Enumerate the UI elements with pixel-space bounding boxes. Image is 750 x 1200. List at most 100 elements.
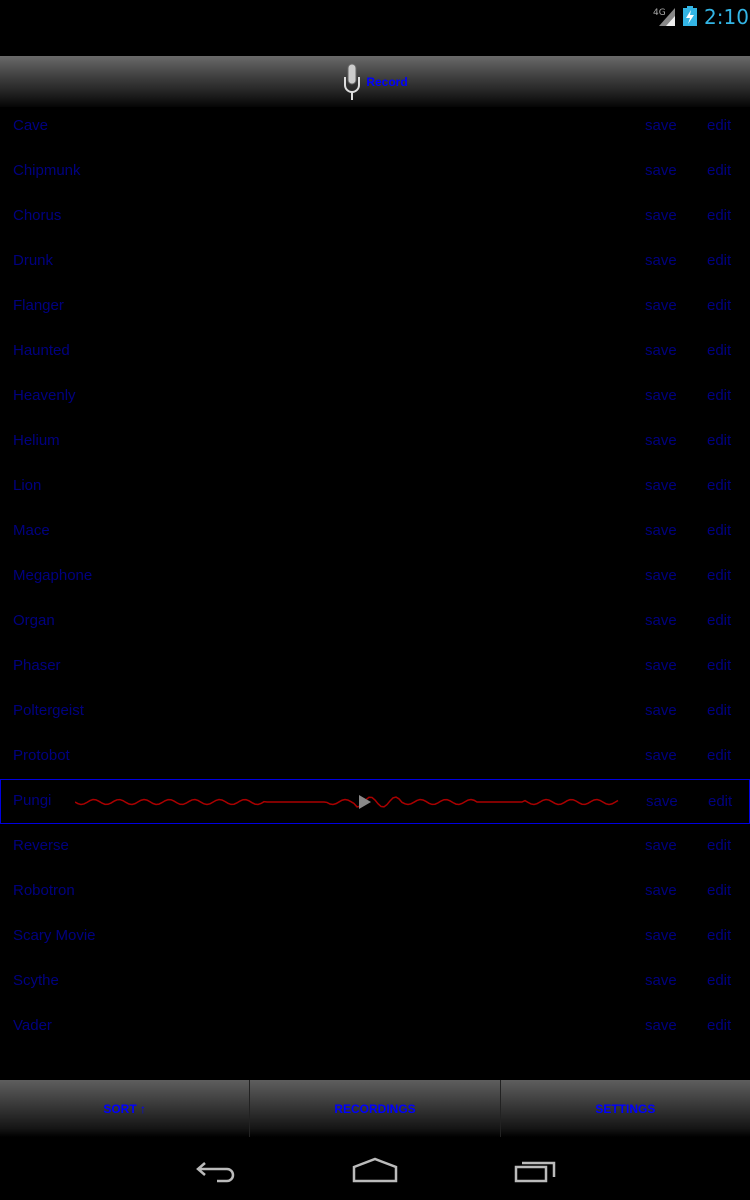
save-button[interactable]: save (645, 837, 677, 854)
save-button[interactable]: save (645, 657, 677, 674)
effect-name[interactable]: Scary Movie (13, 927, 96, 944)
bottom-tab-bar: SORT ↑ RECORDINGS SETTINGS (0, 1080, 750, 1137)
edit-button[interactable]: edit (707, 747, 732, 764)
edit-button[interactable]: edit (707, 342, 732, 359)
save-button[interactable]: save (645, 162, 677, 179)
list-item[interactable]: Lion save edit (0, 464, 750, 509)
list-item[interactable]: Helium save edit (0, 419, 750, 464)
edit-button[interactable]: edit (707, 972, 732, 989)
list-item[interactable]: Poltergeist save edit (0, 689, 750, 734)
list-item[interactable]: Vader save edit (0, 1004, 750, 1049)
save-button[interactable]: save (645, 477, 677, 494)
status-bar: 4G 2:10 (0, 0, 750, 56)
effect-name[interactable]: Cave (13, 117, 49, 134)
edit-button[interactable]: edit (707, 207, 732, 224)
save-button[interactable]: save (645, 432, 677, 449)
list-item[interactable]: Mace save edit (0, 509, 750, 554)
save-button[interactable]: save (645, 297, 677, 314)
list-item[interactable]: Cave save edit (0, 107, 750, 149)
save-button[interactable]: save (645, 972, 677, 989)
save-button[interactable]: save (645, 207, 677, 224)
signal-icon: 4G (653, 8, 675, 26)
edit-button[interactable]: edit (707, 522, 732, 539)
list-item[interactable]: Heavenly save edit (0, 374, 750, 419)
effect-name[interactable]: Chipmunk (13, 162, 81, 179)
list-item[interactable]: Haunted save edit (0, 329, 750, 374)
settings-button[interactable]: SETTINGS (500, 1080, 750, 1137)
sort-button[interactable]: SORT ↑ (0, 1080, 251, 1137)
effect-name[interactable]: Haunted (13, 342, 70, 359)
effect-name[interactable]: Protobot (13, 747, 70, 764)
save-button[interactable]: save (645, 702, 677, 719)
edit-button[interactable]: edit (707, 117, 732, 134)
edit-button[interactable]: edit (707, 567, 732, 584)
effect-name[interactable]: Scythe (13, 972, 59, 989)
list-item[interactable]: Robotron save edit (0, 869, 750, 914)
edit-button[interactable]: edit (707, 252, 732, 269)
edit-button[interactable]: edit (707, 657, 732, 674)
effect-name[interactable]: Pungi (13, 792, 52, 809)
save-button[interactable]: save (645, 747, 677, 764)
edit-button[interactable]: edit (707, 837, 732, 854)
save-button[interactable]: save (645, 252, 677, 269)
battery-charging-icon (683, 6, 697, 26)
edit-button[interactable]: edit (707, 882, 732, 899)
edit-button[interactable]: edit (707, 432, 732, 449)
back-icon[interactable] (195, 1157, 237, 1183)
edit-button[interactable]: edit (707, 612, 732, 629)
save-button[interactable]: save (645, 387, 677, 404)
effect-name[interactable]: Drunk (13, 252, 54, 269)
list-item[interactable]: Chipmunk save edit (0, 149, 750, 194)
save-button[interactable]: save (645, 1017, 677, 1034)
list-item[interactable]: Drunk save edit (0, 239, 750, 284)
edit-button[interactable]: edit (707, 387, 732, 404)
list-item[interactable]: Organ save edit (0, 599, 750, 644)
home-icon[interactable] (352, 1157, 398, 1183)
waveform-playback[interactable] (75, 792, 625, 812)
edit-button[interactable]: edit (707, 162, 732, 179)
save-button[interactable]: save (645, 927, 677, 944)
list-item[interactable]: Phaser save edit (0, 644, 750, 689)
save-button[interactable]: save (645, 117, 677, 134)
save-button[interactable]: save (645, 522, 677, 539)
list-item[interactable]: Chorus save edit (0, 194, 750, 239)
list-item[interactable]: Megaphone save edit (0, 554, 750, 599)
edit-button[interactable]: edit (707, 927, 732, 944)
effect-name[interactable]: Reverse (13, 837, 69, 854)
list-item[interactable]: Scary Movie save edit (0, 914, 750, 959)
effect-name[interactable]: Poltergeist (13, 702, 84, 719)
list-item[interactable]: Flanger save edit (0, 284, 750, 329)
effect-name[interactable]: Chorus (13, 207, 62, 224)
recordings-button[interactable]: RECORDINGS (250, 1080, 501, 1137)
effect-name[interactable]: Mace (13, 522, 50, 539)
save-button[interactable]: save (645, 567, 677, 584)
recent-apps-icon[interactable] (514, 1157, 558, 1183)
clock: 2:10 (704, 5, 749, 29)
effect-name[interactable]: Lion (13, 477, 42, 494)
edit-button[interactable]: edit (707, 477, 732, 494)
edit-button[interactable]: edit (707, 1017, 732, 1034)
list-item[interactable]: Scythe save edit (0, 959, 750, 1004)
svg-text:4G: 4G (653, 8, 666, 18)
list-item[interactable]: Pungi save edit (0, 779, 750, 824)
effect-name[interactable]: Organ (13, 612, 55, 629)
save-button[interactable]: save (645, 882, 677, 899)
edit-button[interactable]: edit (707, 297, 732, 314)
effect-name[interactable]: Vader (13, 1017, 52, 1034)
record-button[interactable]: Record (0, 56, 750, 107)
effect-name[interactable]: Robotron (13, 882, 75, 899)
list-item[interactable]: Reverse save edit (0, 824, 750, 869)
save-button[interactable]: save (646, 793, 678, 810)
edit-button[interactable]: edit (707, 702, 732, 719)
effects-list[interactable]: Cave save edit Chipmunk save edit Chorus save ed… (0, 107, 750, 1080)
effect-name[interactable]: Phaser (13, 657, 61, 674)
play-icon (359, 795, 371, 809)
effect-name[interactable]: Heavenly (13, 387, 76, 404)
save-button[interactable]: save (645, 612, 677, 629)
edit-button[interactable]: edit (708, 793, 733, 810)
effect-name[interactable]: Helium (13, 432, 60, 449)
save-button[interactable]: save (645, 342, 677, 359)
effect-name[interactable]: Megaphone (13, 567, 93, 584)
effect-name[interactable]: Flanger (13, 297, 64, 314)
list-item[interactable]: Protobot save edit (0, 734, 750, 779)
